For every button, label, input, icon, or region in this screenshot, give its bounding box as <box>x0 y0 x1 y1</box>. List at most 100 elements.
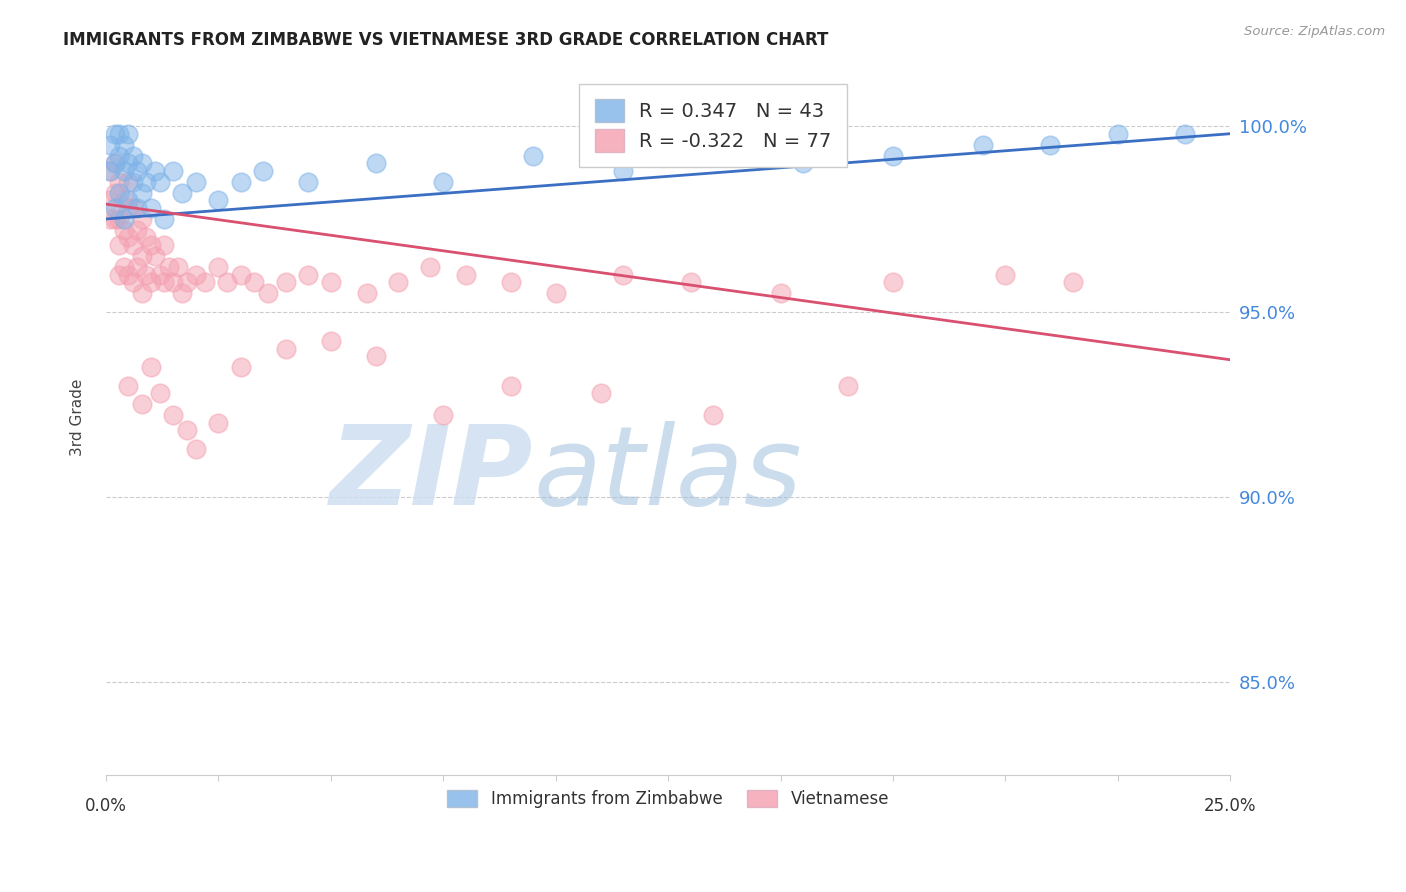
Point <box>499 275 522 289</box>
Point <box>153 238 176 252</box>
Point <box>117 127 139 141</box>
Point <box>319 334 342 349</box>
Point <box>769 286 792 301</box>
Point <box>139 238 162 252</box>
Point <box>122 149 145 163</box>
Point <box>207 416 229 430</box>
Point <box>612 163 634 178</box>
Point <box>104 186 127 200</box>
Point <box>117 194 139 208</box>
Text: IMMIGRANTS FROM ZIMBABWE VS VIETNAMESE 3RD GRADE CORRELATION CHART: IMMIGRANTS FROM ZIMBABWE VS VIETNAMESE 3… <box>63 31 828 49</box>
Point <box>176 423 198 437</box>
Point <box>432 409 454 423</box>
Point <box>792 156 814 170</box>
Point <box>108 186 131 200</box>
Point <box>207 260 229 274</box>
Point <box>100 211 122 226</box>
Text: 0.0%: 0.0% <box>84 797 127 815</box>
Point <box>1039 137 1062 152</box>
Point <box>167 260 190 274</box>
Point <box>724 149 747 163</box>
Point <box>127 223 149 237</box>
Point <box>135 268 157 282</box>
Point <box>243 275 266 289</box>
Point <box>108 175 131 189</box>
Point <box>356 286 378 301</box>
Point <box>127 163 149 178</box>
Point <box>176 275 198 289</box>
Point <box>153 275 176 289</box>
Point <box>149 268 172 282</box>
Point <box>131 286 153 301</box>
Text: Source: ZipAtlas.com: Source: ZipAtlas.com <box>1244 25 1385 38</box>
Point <box>157 260 180 274</box>
Point <box>117 230 139 244</box>
Point <box>112 260 135 274</box>
Point <box>104 156 127 170</box>
Point <box>108 211 131 226</box>
Point <box>679 275 702 289</box>
Point <box>297 268 319 282</box>
Point <box>162 275 184 289</box>
Point <box>1062 275 1084 289</box>
Point <box>882 275 904 289</box>
Point <box>139 275 162 289</box>
Point <box>994 268 1017 282</box>
Point <box>364 156 387 170</box>
Point <box>122 275 145 289</box>
Point <box>419 260 441 274</box>
Point <box>172 186 194 200</box>
Point <box>108 268 131 282</box>
Point <box>112 211 135 226</box>
Point <box>108 238 131 252</box>
Point <box>252 163 274 178</box>
Point <box>229 268 252 282</box>
Point <box>274 342 297 356</box>
Point <box>454 268 477 282</box>
Point <box>522 149 544 163</box>
Point <box>257 286 280 301</box>
Point <box>184 442 207 456</box>
Point <box>194 275 217 289</box>
Point <box>112 137 135 152</box>
Point <box>131 397 153 411</box>
Point <box>207 194 229 208</box>
Text: atlas: atlas <box>533 421 801 528</box>
Point <box>104 156 127 170</box>
Point <box>104 211 127 226</box>
Point <box>145 249 167 263</box>
Point <box>100 137 122 152</box>
Point <box>122 238 145 252</box>
Point <box>217 275 239 289</box>
Point <box>229 175 252 189</box>
Point <box>112 194 135 208</box>
Text: ZIP: ZIP <box>330 421 533 528</box>
Point <box>364 349 387 363</box>
Point <box>122 201 145 215</box>
Point <box>172 286 194 301</box>
Point <box>139 201 162 215</box>
Point <box>149 386 172 401</box>
Point <box>1107 127 1129 141</box>
Point <box>319 275 342 289</box>
Point <box>117 268 139 282</box>
Point <box>131 211 153 226</box>
Point <box>274 275 297 289</box>
Point <box>589 386 612 401</box>
Point <box>972 137 994 152</box>
Point <box>162 409 184 423</box>
Point <box>117 378 139 392</box>
Legend: Immigrants from Zimbabwe, Vietnamese: Immigrants from Zimbabwe, Vietnamese <box>439 781 897 816</box>
Point <box>122 175 145 189</box>
Point <box>499 378 522 392</box>
Point <box>104 201 127 215</box>
Point <box>127 260 149 274</box>
Point <box>100 163 122 178</box>
Point <box>162 163 184 178</box>
Point <box>117 175 139 189</box>
Point <box>149 175 172 189</box>
Point <box>135 230 157 244</box>
Point <box>387 275 409 289</box>
Text: 3rd Grade: 3rd Grade <box>70 378 86 456</box>
Point <box>131 249 153 263</box>
